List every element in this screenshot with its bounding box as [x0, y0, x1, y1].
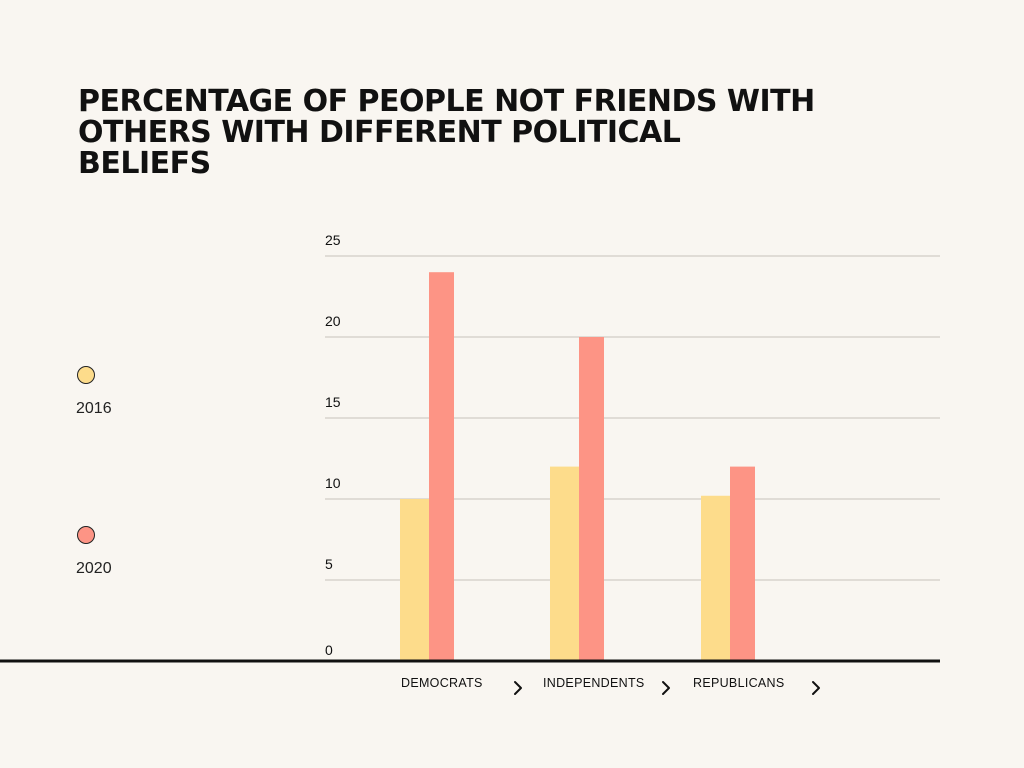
legend-label-2016: 2016: [76, 400, 112, 417]
bar-democrats-2020: [429, 272, 454, 661]
y-tick-label-0: 0: [325, 642, 333, 658]
x-tick-label-democrats: DEMOCRATS: [401, 676, 483, 690]
x-tick-label-independents: INDEPENDENTS: [543, 676, 645, 690]
bar-independents-2020: [579, 337, 604, 661]
legend-swatch-2020: [77, 526, 95, 544]
chevron-right-icon: [662, 681, 670, 695]
y-tick-label-5: 5: [325, 556, 333, 572]
chevron-right-icon: [514, 681, 522, 695]
y-tick-label-10: 10: [325, 475, 341, 491]
x-tick-label-republicans: REPUBLICANS: [693, 676, 785, 690]
chart-title: PERCENTAGE OF PEOPLE NOT FRIENDS WITH OT…: [78, 84, 815, 181]
y-tick-label-25: 25: [325, 232, 341, 248]
bar-republicans-2020: [730, 466, 755, 661]
bar-independents-2016: [550, 466, 579, 661]
bar-democrats-2016: [400, 499, 429, 661]
legend-swatch-2016: [77, 366, 95, 384]
y-tick-label-15: 15: [325, 394, 341, 410]
chevron-right-icon: [812, 681, 820, 695]
bar-republicans-2016: [701, 495, 730, 661]
y-tick-label-20: 20: [325, 313, 341, 329]
legend-label-2020: 2020: [76, 560, 112, 577]
